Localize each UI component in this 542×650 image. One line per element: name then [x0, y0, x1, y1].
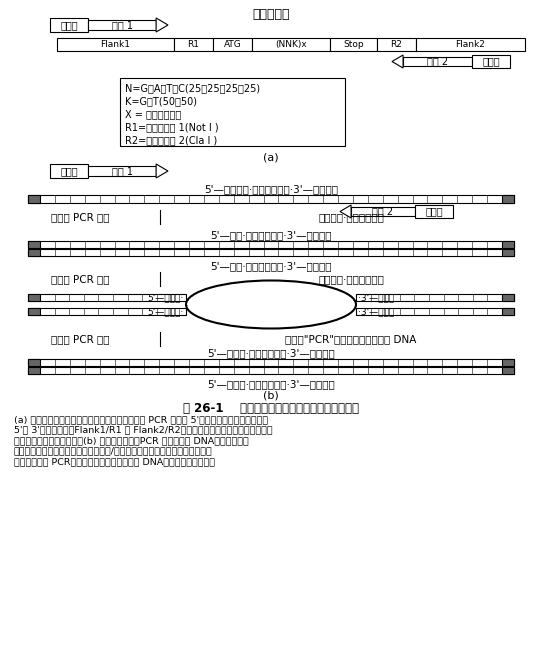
Bar — [28, 195, 514, 203]
Ellipse shape — [186, 281, 356, 328]
Text: 晚期循环·错配链的退火: 晚期循环·错配链的退火 — [318, 274, 384, 284]
Bar — [28, 367, 514, 374]
Text: R2: R2 — [390, 40, 402, 49]
Text: Flank1: Flank1 — [100, 40, 131, 49]
Bar — [28, 359, 514, 366]
Bar — [28, 249, 40, 256]
Text: 文库的设计: 文库的设计 — [252, 8, 290, 21]
Bar — [377, 38, 416, 51]
Text: R1=限制性位点 1(Not Ⅰ ): R1=限制性位点 1(Not Ⅰ ) — [125, 122, 218, 132]
Bar — [502, 359, 514, 366]
Polygon shape — [392, 55, 403, 68]
Text: R2=限制性位点 2(Cla Ⅰ ): R2=限制性位点 2(Cla Ⅰ ) — [125, 135, 217, 145]
Text: 5'—序列·可变文库序列·3'—一致序列: 5'—序列·可变文库序列·3'—一致序列 — [210, 261, 332, 271]
Bar — [502, 308, 514, 315]
Polygon shape — [156, 18, 168, 32]
Text: 5'—数序列·可变文库序列·3'—一致序列: 5'—数序列·可变文库序列·3'—一致序列 — [207, 348, 335, 358]
Text: (NNK)x: (NNK)x — [275, 40, 307, 49]
Text: 引物 1: 引物 1 — [112, 20, 133, 30]
Polygon shape — [156, 164, 168, 178]
Text: Stop: Stop — [343, 40, 364, 49]
Text: 引物 1: 引物 1 — [112, 166, 133, 176]
Bar — [502, 367, 514, 374]
Bar — [120, 78, 345, 146]
Bar — [50, 164, 88, 178]
Bar — [213, 38, 252, 51]
Bar — [416, 38, 525, 51]
Text: 第二轮 PCR 反应: 第二轮 PCR 反应 — [51, 334, 109, 344]
Bar — [403, 57, 472, 66]
Bar — [28, 359, 40, 366]
Text: 图 26-1    设计能够产生随机多肽文库的寡核苷酸: 图 26-1 设计能够产生随机多肽文库的寡核苷酸 — [183, 402, 359, 415]
Text: 5'和 3'的一致序列（Flank1/R1 和 Flank2/R2）之间是不同的，允许在可变序列的: 5'和 3'的一致序列（Flank1/R1 和 Flank2/R2）之间是不同的… — [14, 426, 273, 434]
Text: N=G：A：T：C(25：25：25：25): N=G：A：T：C(25：25：25：25) — [125, 83, 260, 93]
Text: 生物素: 生物素 — [482, 57, 500, 66]
Text: 生物素: 生物素 — [60, 20, 78, 30]
Bar — [28, 249, 514, 256]
Text: X = 氨基酸的数目: X = 氨基酸的数目 — [125, 109, 181, 119]
Bar — [472, 55, 510, 68]
Text: 任何一端进行特异性引导。(b) 在早期循环中，PCR 产生了双链 DNA，但在后面的: 任何一端进行特异性引导。(b) 在早期循环中，PCR 产生了双链 DNA，但在后… — [14, 436, 249, 445]
Text: R1: R1 — [188, 40, 199, 49]
Bar — [88, 166, 156, 176]
Bar — [28, 294, 40, 301]
Bar — [356, 308, 514, 315]
Text: 第一轮 PCR 反应: 第一轮 PCR 反应 — [51, 212, 109, 222]
Text: ·3'—数序列: ·3'—数序列 — [358, 307, 394, 316]
Bar — [57, 38, 174, 51]
Bar — [502, 241, 514, 248]
Bar — [28, 241, 514, 248]
Text: 5'—数序列·: 5'—数序列· — [148, 307, 184, 316]
Text: 引物 2: 引物 2 — [427, 57, 448, 66]
Text: K=G：T(50：50): K=G：T(50：50) — [125, 96, 197, 106]
Text: 早期循环·合成双链产物: 早期循环·合成双链产物 — [318, 212, 384, 222]
Text: ATG: ATG — [224, 40, 241, 49]
Text: 第一轮 PCR 反应: 第一轮 PCR 反应 — [51, 274, 109, 284]
Text: 引物 2: 引物 2 — [372, 207, 393, 216]
Text: (a): (a) — [263, 152, 279, 162]
Text: 5'—数序列·: 5'—数序列· — [148, 293, 184, 302]
Text: 5'—数序列·可变文库序列·3'—一致序列: 5'—数序列·可变文库序列·3'—一致序列 — [207, 379, 335, 389]
Text: 生物素: 生物素 — [425, 207, 443, 216]
Bar — [28, 308, 186, 315]
Text: (b): (b) — [263, 390, 279, 400]
Text: Flank2: Flank2 — [455, 40, 485, 49]
Bar — [502, 294, 514, 301]
Text: (a) 显示了随机多肽文库的模板和引物特征。两个 PCR 引物的 5'末端都进行了生物素修饰。: (a) 显示了随机多肽文库的模板和引物特征。两个 PCR 引物的 5'末端都进行… — [14, 415, 268, 424]
Bar — [502, 249, 514, 256]
Text: 循环中，没有圈合反应时也能产生变性/退火，也可能产生错配链的试剂对进行: 循环中，没有圈合反应时也能产生变性/退火，也可能产生错配链的试剂对进行 — [14, 447, 213, 456]
Bar — [28, 308, 40, 315]
Bar — [502, 195, 514, 203]
Bar — [88, 20, 156, 29]
Bar — [174, 38, 213, 51]
Bar — [28, 241, 40, 248]
Bar — [356, 294, 514, 301]
Bar — [28, 367, 40, 374]
Polygon shape — [340, 205, 351, 218]
Text: 5'—序列·可变文库序列·3'—一致序列: 5'—序列·可变文库序列·3'—一致序列 — [210, 230, 332, 240]
Text: ·3'—数序列: ·3'—数序列 — [358, 293, 394, 302]
Bar — [28, 294, 186, 301]
Text: 生物素: 生物素 — [60, 166, 78, 176]
Bar — [351, 207, 415, 216]
Bar — [252, 38, 330, 51]
Text: 第二轮单循环 PCR，可以产生完全配对的双链 DNA，如图的最下面所示: 第二轮单循环 PCR，可以产生完全配对的双链 DNA，如图的最下面所示 — [14, 457, 215, 466]
Text: 单循环"PCR"反应产生配对的双链 DNA: 单循环"PCR"反应产生配对的双链 DNA — [285, 334, 417, 344]
Bar — [50, 18, 88, 32]
Bar — [415, 205, 453, 218]
Bar — [330, 38, 377, 51]
Text: 5'—一致序列·可变文库序列·3'—一致序列: 5'—一致序列·可变文库序列·3'—一致序列 — [204, 184, 338, 194]
Bar — [28, 195, 40, 203]
